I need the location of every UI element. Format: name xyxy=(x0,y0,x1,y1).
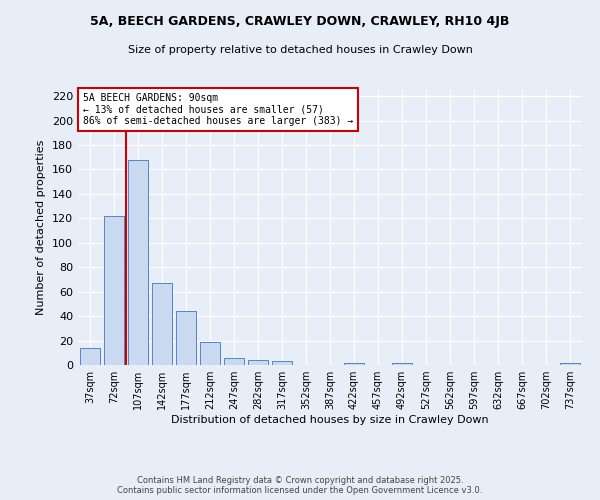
Text: Size of property relative to detached houses in Crawley Down: Size of property relative to detached ho… xyxy=(128,45,472,55)
Text: 5A BEECH GARDENS: 90sqm
← 13% of detached houses are smaller (57)
86% of semi-de: 5A BEECH GARDENS: 90sqm ← 13% of detache… xyxy=(83,93,353,126)
Bar xyxy=(248,360,268,365)
Bar xyxy=(224,358,244,365)
Bar xyxy=(272,362,292,365)
Bar xyxy=(200,342,220,365)
Bar xyxy=(344,362,364,365)
Bar xyxy=(560,362,580,365)
Bar xyxy=(392,362,412,365)
Text: Contains HM Land Registry data © Crown copyright and database right 2025.
Contai: Contains HM Land Registry data © Crown c… xyxy=(118,476,482,495)
Text: 5A, BEECH GARDENS, CRAWLEY DOWN, CRAWLEY, RH10 4JB: 5A, BEECH GARDENS, CRAWLEY DOWN, CRAWLEY… xyxy=(91,15,509,28)
Bar xyxy=(80,348,100,365)
Y-axis label: Number of detached properties: Number of detached properties xyxy=(37,140,46,315)
Bar xyxy=(104,216,124,365)
Bar xyxy=(128,160,148,365)
Bar xyxy=(176,311,196,365)
Bar xyxy=(152,283,172,365)
X-axis label: Distribution of detached houses by size in Crawley Down: Distribution of detached houses by size … xyxy=(171,415,489,425)
